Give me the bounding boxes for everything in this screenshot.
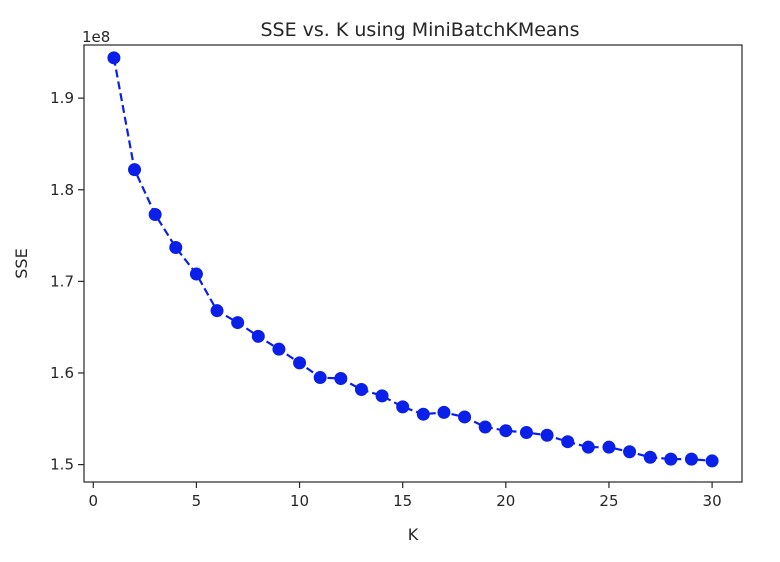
data-point	[313, 371, 327, 385]
data-point	[251, 329, 265, 343]
x-axis-ticks: 0 5 10 15 20 25 30	[89, 482, 722, 510]
y-axis-title: SSE	[12, 248, 31, 278]
data-point	[231, 316, 245, 330]
x-tick-label: 15	[393, 492, 412, 510]
x-tick-label: 25	[599, 492, 618, 510]
data-point	[561, 435, 575, 449]
data-point	[581, 440, 595, 454]
data-point	[458, 410, 472, 424]
y-axis-offset-label: 1e8	[82, 28, 110, 46]
x-tick-label: 30	[703, 492, 722, 510]
data-point	[375, 389, 389, 403]
data-point	[540, 428, 554, 442]
x-tick-label: 0	[89, 492, 99, 510]
data-point	[519, 426, 533, 440]
data-point	[189, 267, 203, 281]
data-point	[107, 51, 121, 65]
data-point	[499, 424, 513, 438]
data-point	[623, 445, 637, 459]
data-point	[643, 450, 657, 464]
data-point	[437, 405, 451, 419]
series-layer	[107, 51, 719, 468]
data-point	[293, 356, 307, 370]
x-axis-title: K	[408, 525, 419, 544]
data-point	[148, 207, 162, 221]
data-point	[684, 452, 698, 466]
chart-title: SSE vs. K using MiniBatchKMeans	[261, 19, 580, 41]
x-tick-label: 5	[192, 492, 202, 510]
x-tick-label: 10	[290, 492, 309, 510]
y-tick-label: 1.6	[50, 364, 74, 382]
y-axis-ticks: 1.5 1.6 1.7 1.8 1.9	[50, 89, 84, 474]
data-point	[396, 400, 410, 414]
y-tick-label: 1.8	[50, 181, 74, 199]
y-tick-label: 1.7	[50, 272, 74, 290]
data-point	[416, 407, 430, 421]
series-line	[112, 57, 713, 462]
data-point	[478, 420, 492, 434]
y-tick-label: 1.9	[50, 89, 74, 107]
data-point	[705, 454, 719, 468]
data-point	[272, 342, 286, 356]
plot-area-frame	[83, 44, 743, 483]
data-point	[334, 371, 348, 385]
data-point	[169, 240, 183, 254]
y-tick-label: 1.5	[50, 456, 74, 474]
data-point	[210, 304, 224, 318]
data-point	[602, 440, 616, 454]
data-point	[128, 163, 142, 177]
data-point	[354, 382, 368, 396]
data-point	[664, 452, 678, 466]
x-tick-label: 20	[496, 492, 515, 510]
